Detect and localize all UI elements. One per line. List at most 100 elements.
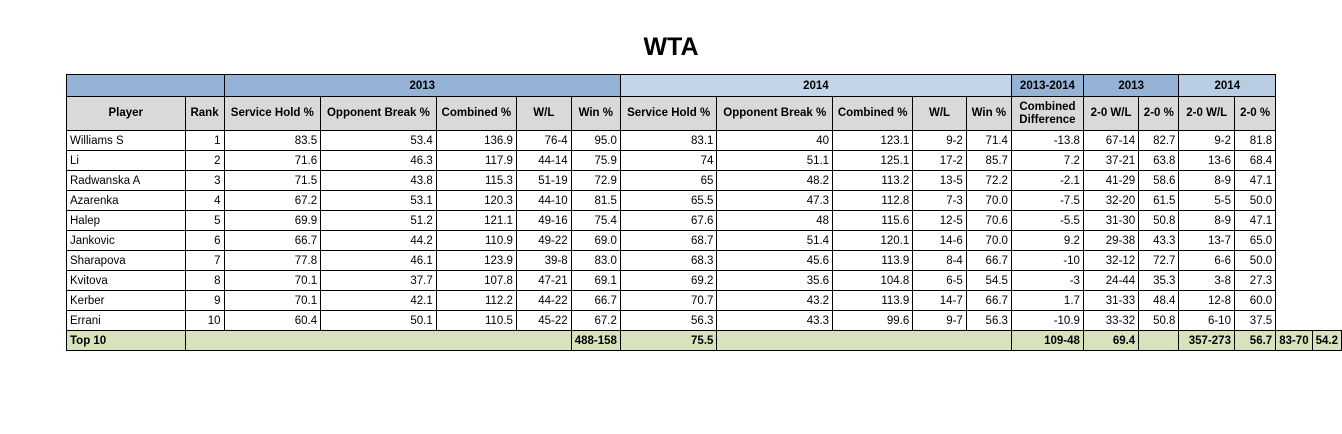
- table-cell: -3: [1010, 270, 1084, 291]
- table-cell: 32-12: [1082, 250, 1140, 271]
- table-row: Halep 5 69.9 51.2 121.1 49-16 75.4 67.6 48 115.6 1…: [66, 210, 1342, 231]
- table-cell: 8-9: [1178, 170, 1235, 191]
- table-cell: 85.7: [965, 150, 1012, 171]
- table-cell: 112.2: [435, 290, 517, 311]
- table-cell: 95.0: [570, 130, 621, 151]
- table-cell: 74: [619, 150, 718, 171]
- table-cell: 13-7: [1178, 230, 1235, 251]
- table-cell: 44-14: [515, 150, 572, 171]
- table-cell: 9-7: [912, 310, 967, 331]
- table-cell: 46.3: [320, 150, 437, 171]
- table-cell: 13-5: [912, 170, 967, 191]
- table-cell: 70.7: [619, 290, 718, 311]
- table-cell: 81.8: [1233, 130, 1277, 151]
- table-cell: 35.3: [1138, 270, 1180, 291]
- table-cell: 54.5: [965, 270, 1012, 291]
- table-cell: 43.3: [716, 310, 834, 331]
- table-cell: 6-10: [1178, 310, 1235, 331]
- table-cell: 65: [619, 170, 718, 191]
- table-cell: 113.2: [832, 170, 914, 191]
- table-cell: 70.0: [965, 190, 1012, 211]
- table-cell: 67.2: [223, 190, 322, 211]
- table-row: Radwanska A 3 71.5 43.8 115.3 51-19 72.9 65 48.2…: [66, 170, 1342, 191]
- table-cell: 113.9: [832, 250, 914, 271]
- table-cell: 12-5: [912, 210, 967, 231]
- table-cell: 45.6: [716, 250, 834, 271]
- table-cell: 61.5: [1138, 190, 1180, 211]
- table-cell: 104.8: [832, 270, 914, 291]
- column-header: Opponent Break %: [320, 96, 437, 131]
- column-header-row: Player Rank Service Hold % Opponent Break %…: [66, 96, 1342, 131]
- table-cell: 117.9: [435, 150, 517, 171]
- table-cell: 113.9: [832, 290, 914, 311]
- total-cell: 488-158: [570, 330, 621, 351]
- table-cell: 47.1: [1233, 170, 1277, 191]
- table-cell: 99.6: [832, 310, 914, 331]
- table-cell: 56.3: [619, 310, 718, 331]
- table-row: Jankovic 6 66.7 44.2 110.9 49-22 69.0 68.7 51.4 1…: [66, 230, 1342, 251]
- player-name-cell: Sharapova: [66, 250, 186, 271]
- column-header: 2-0 %: [1233, 96, 1277, 131]
- table-cell: 10: [184, 310, 225, 331]
- table-cell: 42.1: [320, 290, 437, 311]
- table-cell: 70.0: [965, 230, 1012, 251]
- table-cell: 9.2: [1010, 230, 1084, 251]
- table-cell: -13.8: [1010, 130, 1084, 151]
- table-cell: 40: [716, 130, 834, 151]
- column-header: Service Hold %: [619, 96, 718, 131]
- table-cell: 43.3: [1138, 230, 1180, 251]
- column-header: 2-0 W/L: [1178, 96, 1235, 131]
- table-cell: 48.4: [1138, 290, 1180, 311]
- total-row: Top 10 488-158 75.5 109-48 69.4 357-273 56.7 83…: [66, 330, 1342, 351]
- table-cell: 72.2: [965, 170, 1012, 191]
- table-cell: 43.8: [320, 170, 437, 191]
- table-cell: 7-3: [912, 190, 967, 211]
- table-cell: 33-32: [1082, 310, 1140, 331]
- table-cell: -10: [1010, 250, 1084, 271]
- table-cell: 75.4: [570, 210, 621, 231]
- table-cell: 63.8: [1138, 150, 1180, 171]
- table-cell: 67.2: [570, 310, 621, 331]
- table-cell: -7.5: [1010, 190, 1084, 211]
- table-cell: 71.4: [965, 130, 1012, 151]
- table-cell: 14-6: [912, 230, 967, 251]
- player-name-cell: Kvitova: [66, 270, 186, 291]
- column-header: Opponent Break %: [716, 96, 834, 131]
- table-cell: 2: [184, 150, 225, 171]
- table-row: Kerber 9 70.1 42.1 112.2 44-22 66.7 70.7 43.2 113…: [66, 290, 1342, 311]
- table-cell: 27.3: [1233, 270, 1277, 291]
- table-cell: 29-38: [1082, 230, 1140, 251]
- wta-stats-table: 2013 2014 2013-2014 2013 2014 Player Rank…: [66, 74, 1342, 351]
- table-cell: 115.6: [832, 210, 914, 231]
- column-header: Rank: [184, 96, 225, 131]
- player-name-cell: Azarenka: [66, 190, 186, 211]
- table-cell: 43.2: [716, 290, 834, 311]
- table-cell: 50.1: [320, 310, 437, 331]
- year-header-diff: 2013-2014: [1010, 74, 1084, 97]
- table-cell: 49-22: [515, 230, 572, 251]
- table-cell: 12-8: [1178, 290, 1235, 311]
- player-name-cell: Errani: [66, 310, 186, 331]
- table-row: Williams S 1 83.5 53.4 136.9 76-4 95.0 83.1 40 12…: [66, 130, 1342, 151]
- table-cell: 32-20: [1082, 190, 1140, 211]
- table-cell: 48: [716, 210, 834, 231]
- table-cell: 51.4: [716, 230, 834, 251]
- table-cell: 3-8: [1178, 270, 1235, 291]
- column-header: Service Hold %: [223, 96, 322, 131]
- table-cell: 7.2: [1010, 150, 1084, 171]
- table-cell: -2.1: [1010, 170, 1084, 191]
- table-cell: 112.8: [832, 190, 914, 211]
- table-cell: 110.5: [435, 310, 517, 331]
- player-name-cell: Halep: [66, 210, 186, 231]
- total-blank: [184, 330, 572, 351]
- table-cell: 5: [184, 210, 225, 231]
- total-label: Top 10: [66, 330, 186, 351]
- table-cell: 53.1: [320, 190, 437, 211]
- table-cell: 46.1: [320, 250, 437, 271]
- table-cell: 47.3: [716, 190, 834, 211]
- table-cell: 5-5: [1178, 190, 1235, 211]
- table-cell: 70.1: [223, 290, 322, 311]
- table-cell: 47.1: [1233, 210, 1277, 231]
- table-cell: 68.4: [1233, 150, 1277, 171]
- table-cell: 4: [184, 190, 225, 211]
